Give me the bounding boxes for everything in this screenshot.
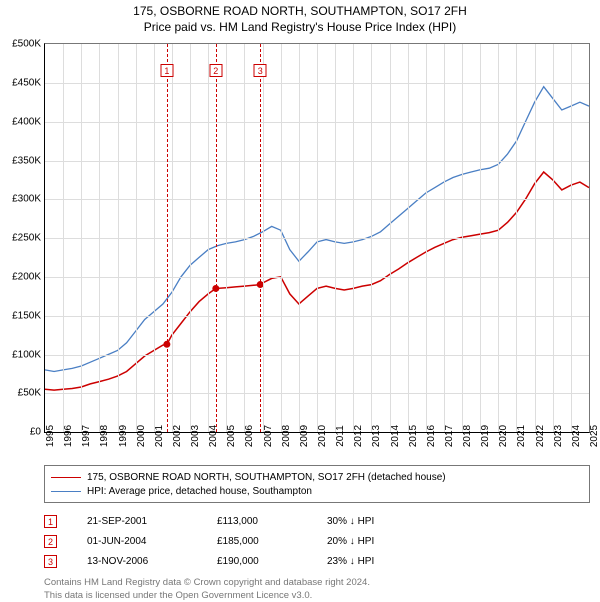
legend: 175, OSBORNE ROAD NORTH, SOUTHAMPTON, SO…: [44, 465, 590, 503]
x-axis-label: 1995: [45, 425, 56, 447]
x-axis-label: 1996: [63, 425, 74, 447]
x-axis-label: 1998: [99, 425, 110, 447]
sales-table: 1 21-SEP-2001£113,00030% ↓ HPI 2 01-JUN-200…: [44, 511, 590, 571]
y-axis-label: £200K: [12, 271, 41, 282]
y-axis-label: £100K: [12, 349, 41, 360]
x-axis-label: 2022: [535, 425, 546, 447]
legend-label: 175, OSBORNE ROAD NORTH, SOUTHAMPTON, SO…: [87, 472, 446, 483]
x-axis-label: 2009: [299, 425, 310, 447]
x-axis-label: 2025: [589, 425, 600, 447]
x-axis-label: 1999: [118, 425, 129, 447]
sales-price: £190,000: [217, 556, 327, 567]
x-axis-label: 2002: [172, 425, 183, 447]
sales-marker-number: 3: [44, 555, 57, 568]
x-axis-label: 2004: [208, 425, 219, 447]
x-axis-label: 2017: [444, 425, 455, 447]
sales-hpi-diff: 20% ↓ HPI: [327, 536, 374, 547]
sale-marker-box: 1: [160, 64, 173, 77]
x-axis-label: 2010: [317, 425, 328, 447]
footer-line1: Contains HM Land Registry data © Crown c…: [44, 577, 590, 589]
x-axis-label: 2014: [390, 425, 401, 447]
y-axis-label: £300K: [12, 194, 41, 205]
x-axis-label: 2024: [571, 425, 582, 447]
y-axis-label: £0: [30, 427, 41, 438]
sale-marker-box: 2: [209, 64, 222, 77]
x-axis-label: 2012: [353, 425, 364, 447]
legend-item: 175, OSBORNE ROAD NORTH, SOUTHAMPTON, SO…: [51, 470, 583, 484]
sales-hpi-diff: 23% ↓ HPI: [327, 556, 374, 567]
y-axis-label: £250K: [12, 233, 41, 244]
sales-hpi-diff: 30% ↓ HPI: [327, 516, 374, 527]
x-axis-label: 2015: [408, 425, 419, 447]
x-axis-label: 2007: [263, 425, 274, 447]
x-axis-label: 2008: [281, 425, 292, 447]
x-axis-label: 2013: [371, 425, 382, 447]
sale-marker-line: [260, 44, 261, 432]
sale-marker-box: 3: [254, 64, 267, 77]
y-axis-label: £400K: [12, 116, 41, 127]
sale-marker-line: [167, 44, 168, 432]
x-axis-label: 2019: [480, 425, 491, 447]
sales-date: 21-SEP-2001: [87, 516, 217, 527]
x-axis-label: 1997: [81, 425, 92, 447]
x-axis-label: 2001: [154, 425, 165, 447]
x-axis-label: 2003: [190, 425, 201, 447]
sales-marker-number: 1: [44, 515, 57, 528]
sale-marker-line: [216, 44, 217, 432]
x-axis-label: 2016: [426, 425, 437, 447]
x-axis-label: 2018: [462, 425, 473, 447]
footer-line2: This data is licensed under the Open Gov…: [44, 590, 590, 602]
sales-price: £113,000: [217, 516, 327, 527]
y-axis-label: £150K: [12, 310, 41, 321]
y-axis-label: £350K: [12, 155, 41, 166]
legend-label: HPI: Average price, detached house, Sout…: [87, 486, 312, 497]
chart-title-address: 175, OSBORNE ROAD NORTH, SOUTHAMPTON, SO…: [0, 4, 600, 20]
sales-row: 3 13-NOV-2006£190,00023% ↓ HPI: [44, 551, 590, 571]
x-axis-label: 2023: [553, 425, 564, 447]
x-axis-label: 2005: [226, 425, 237, 447]
y-axis-label: £500K: [12, 39, 41, 50]
sales-date: 13-NOV-2006: [87, 556, 217, 567]
sales-price: £185,000: [217, 536, 327, 547]
sales-row: 2 01-JUN-2004£185,00020% ↓ HPI: [44, 531, 590, 551]
x-axis-label: 2000: [136, 425, 147, 447]
sales-row: 1 21-SEP-2001£113,00030% ↓ HPI: [44, 511, 590, 531]
x-axis-label: 2021: [516, 425, 527, 447]
chart-title-subtitle: Price paid vs. HM Land Registry's House …: [0, 20, 600, 36]
legend-swatch: [51, 477, 81, 478]
x-axis-label: 2006: [244, 425, 255, 447]
y-axis-label: £50K: [18, 388, 41, 399]
sales-marker-number: 2: [44, 535, 57, 548]
legend-item: HPI: Average price, detached house, Sout…: [51, 484, 583, 498]
x-axis-label: 2011: [335, 425, 346, 447]
y-axis-label: £450K: [12, 77, 41, 88]
chart-plot-area: £0£50K£100K£150K£200K£250K£300K£350K£400…: [44, 43, 590, 433]
x-axis-label: 2020: [498, 425, 509, 447]
sales-date: 01-JUN-2004: [87, 536, 217, 547]
legend-swatch: [51, 491, 81, 492]
